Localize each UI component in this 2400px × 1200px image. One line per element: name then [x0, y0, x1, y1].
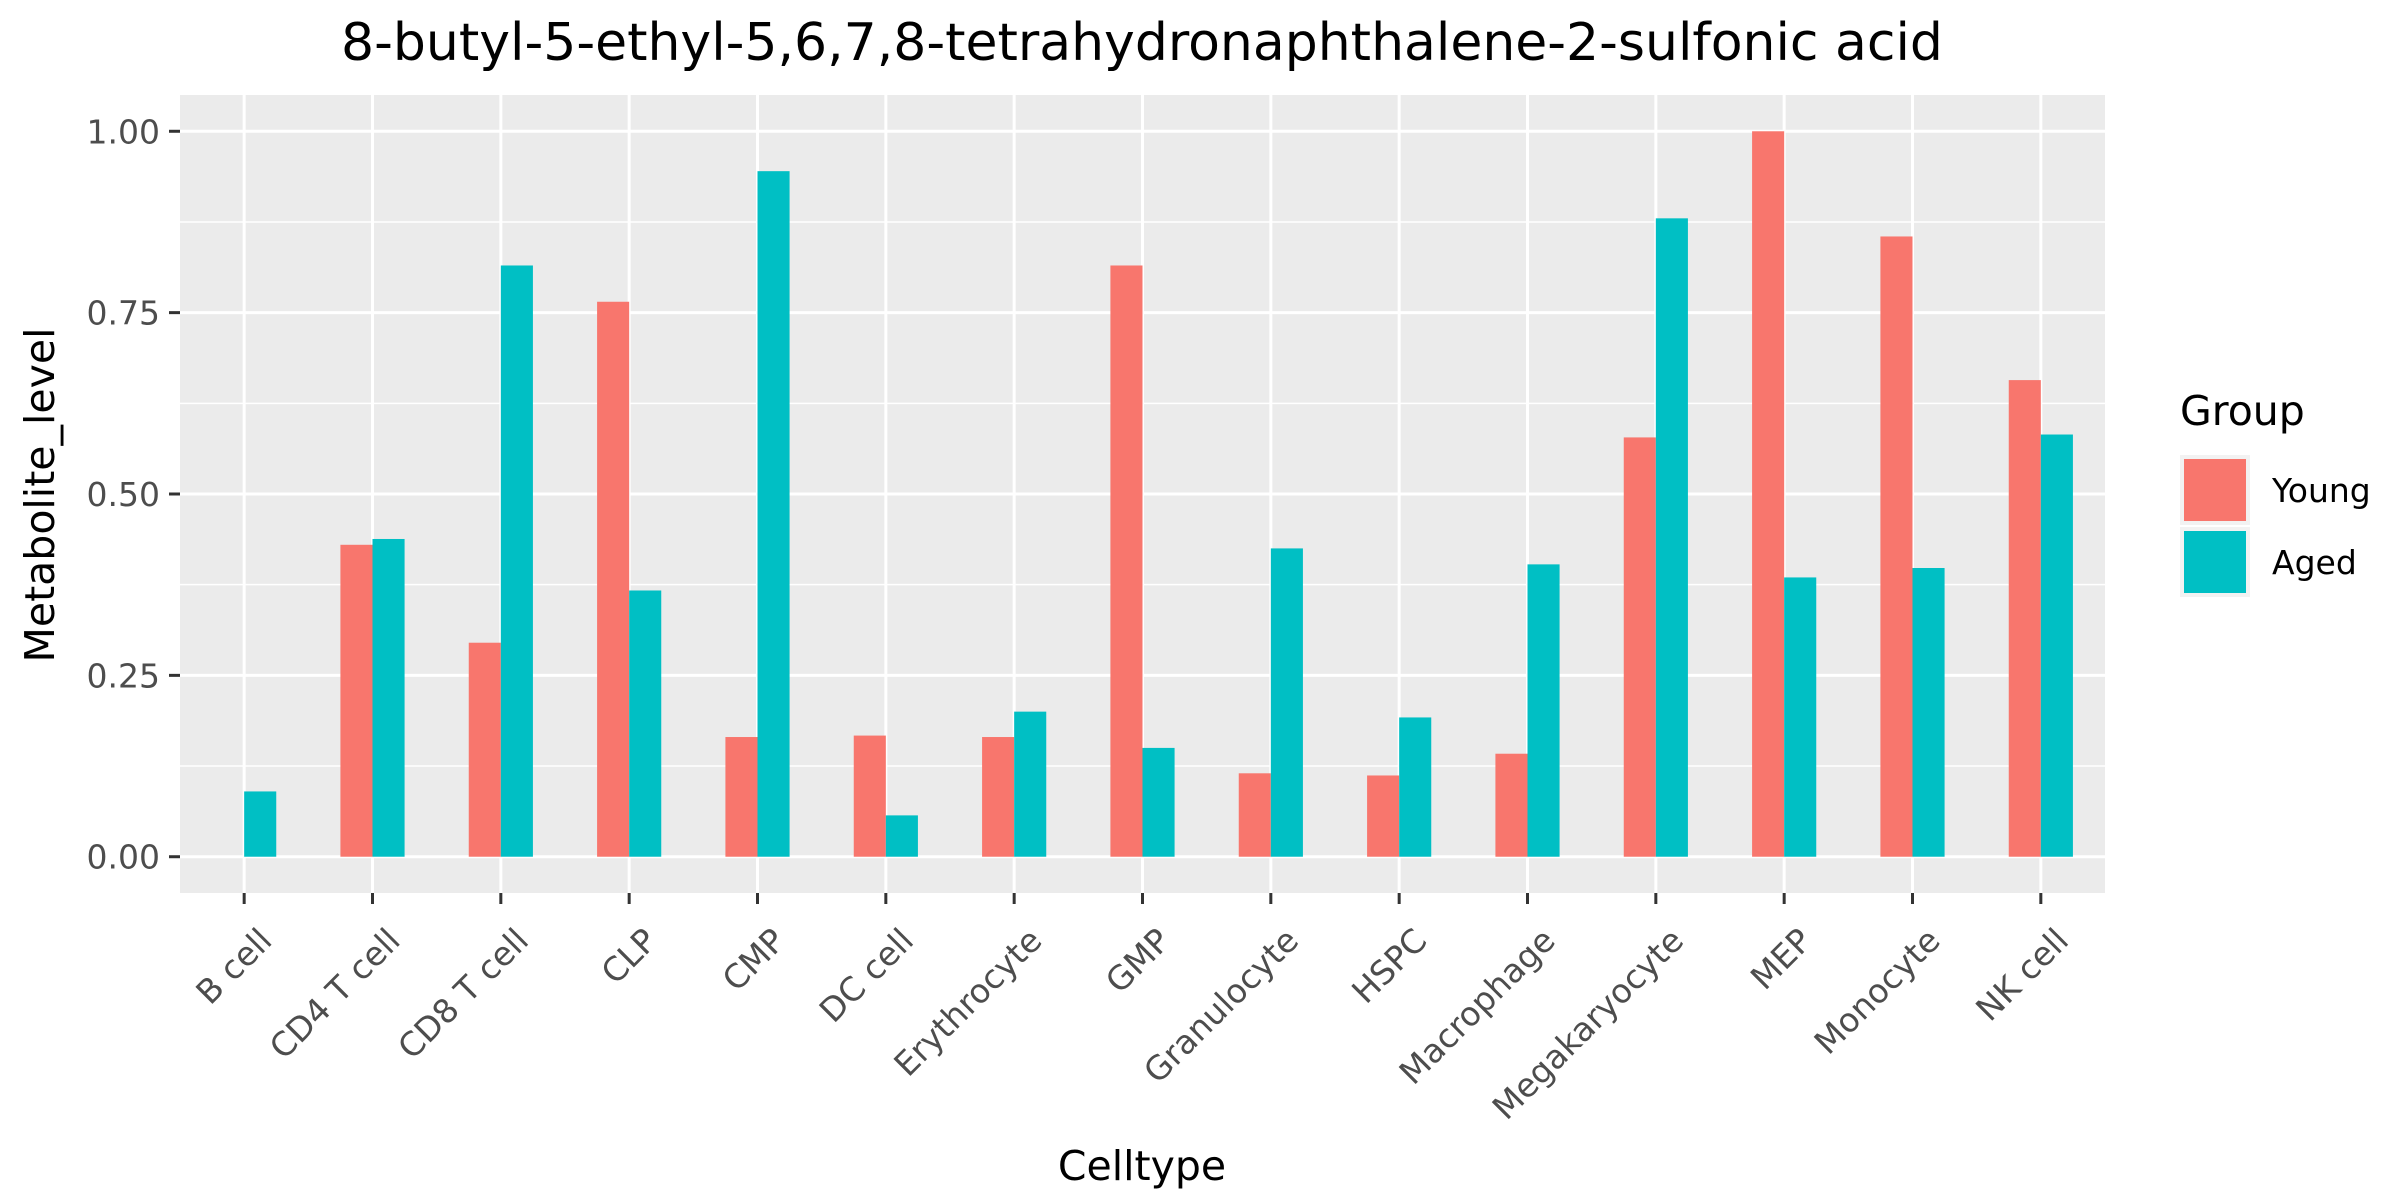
bar-young-cd4-t-cell: [340, 544, 373, 857]
bar-young-clp: [597, 301, 630, 857]
legend-key-young: [2184, 459, 2246, 521]
bar-young-erythrocyte: [982, 737, 1015, 857]
bar-aged-dc-cell: [885, 815, 918, 857]
bar-aged-erythrocyte: [1014, 711, 1047, 857]
bar-aged-cmp: [757, 171, 790, 857]
bar-young-hspc: [1367, 775, 1400, 857]
x-tick-label: MEP: [1743, 921, 1820, 998]
y-axis-title: Metabolite_level: [16, 328, 64, 663]
bar-aged-b-cell: [244, 791, 277, 857]
x-tick-label: CMP: [715, 921, 793, 999]
legend-label-young: Young: [2271, 471, 2371, 510]
bar-young-cd8-t-cell: [468, 642, 501, 857]
bar-aged-hspc: [1399, 717, 1432, 857]
x-tick-label: CD4 T cell: [262, 921, 408, 1067]
bar-young-macrophage: [1495, 753, 1528, 857]
x-tick-label: NK cell: [1968, 921, 2076, 1029]
bar-aged-monocyte: [1912, 567, 1945, 857]
legend: Group Young Aged: [2180, 387, 2371, 597]
legend-key-aged: [2184, 531, 2246, 593]
bar-aged-nk-cell: [2040, 434, 2073, 857]
bar-young-monocyte: [1880, 236, 1913, 857]
y-tick-label: 0.25: [87, 656, 160, 695]
x-tick-label: DC cell: [812, 921, 921, 1030]
bar-aged-cd4-t-cell: [372, 538, 405, 857]
bar-aged-clp: [629, 590, 662, 857]
bar-young-mep: [1752, 131, 1785, 857]
y-tick-label: 0.00: [87, 838, 160, 877]
bars: [244, 131, 2073, 857]
legend-label-aged: Aged: [2272, 543, 2357, 582]
chart-title: 8-butyl-5-ethyl-5,6,7,8-tetrahydronaphth…: [341, 13, 1943, 73]
legend-title: Group: [2180, 387, 2305, 435]
x-tick-label: CD8 T cell: [390, 921, 536, 1067]
bar-aged-granulocyte: [1270, 548, 1303, 857]
y-axis: 0.00 0.25 0.50 0.75 1.00: [87, 112, 180, 877]
y-tick-label: 1.00: [87, 112, 160, 151]
y-tick-label: 0.75: [87, 294, 160, 333]
x-tick-label: CLP: [593, 921, 664, 992]
bar-aged-macrophage: [1527, 564, 1560, 857]
bar-young-nk-cell: [2008, 380, 2041, 857]
bar-aged-gmp: [1142, 747, 1175, 857]
bar-young-megakaryocyte: [1623, 437, 1656, 857]
x-axis-title: Celltype: [1058, 1142, 1226, 1190]
bar-aged-megakaryocyte: [1655, 218, 1688, 857]
x-tick-label: HSPC: [1344, 921, 1434, 1011]
bar-young-gmp: [1110, 265, 1143, 857]
bar-young-granulocyte: [1238, 773, 1271, 857]
x-tick-label: Monocyte: [1806, 921, 1947, 1062]
bar-aged-mep: [1784, 577, 1817, 857]
bar-young-cmp: [725, 737, 758, 857]
x-tick-label: GMP: [1098, 921, 1178, 1001]
bar-aged-cd8-t-cell: [500, 265, 533, 857]
bar-young-dc-cell: [853, 735, 886, 857]
x-tick-label: B cell: [188, 921, 279, 1012]
y-tick-label: 0.50: [87, 475, 160, 514]
